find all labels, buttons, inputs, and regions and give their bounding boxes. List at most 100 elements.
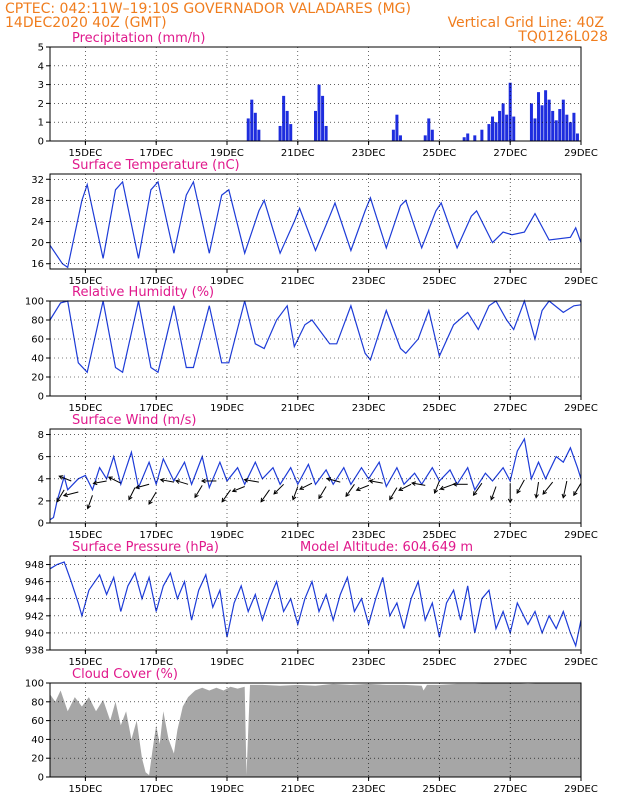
- temperature-xtick-label-1: 17DEC: [139, 276, 173, 287]
- wind-vector-33: [507, 483, 513, 504]
- precip-bar-21: [480, 129, 484, 141]
- wind-vector-1: [58, 475, 72, 482]
- temperature-xtick-label-6: 27DEC: [493, 276, 527, 287]
- wind-vector-20: [318, 486, 327, 500]
- cloud-title: Cloud Cover (%): [72, 667, 178, 682]
- humidity-frame: [49, 300, 582, 397]
- cloud-xtick-label-6: 27DEC: [493, 784, 527, 795]
- precip-bar-5: [282, 95, 286, 141]
- precip-bar-27: [505, 114, 509, 141]
- humidity-xtick-label-5: 25DEC: [423, 403, 457, 414]
- humidity-xtick-label-1: 17DEC: [139, 403, 173, 414]
- pressure-ytick-label-0: 938: [25, 646, 44, 657]
- precipitation-ytick-label-0: 0: [38, 137, 44, 148]
- cloud-xtick-label-1: 17DEC: [139, 784, 173, 795]
- precip-bar-10: [321, 95, 325, 141]
- wind-vector-9: [159, 477, 174, 483]
- wind-vector-4: [92, 480, 107, 486]
- precipitation-xtick-label-6: 27DEC: [493, 148, 527, 159]
- temperature-xtick-label-3: 21DEC: [281, 276, 315, 287]
- pressure-xtick-label-5: 25DEC: [423, 657, 457, 668]
- wind-xtick-label-1: 17DEC: [139, 530, 173, 541]
- precip-bar-30: [529, 103, 533, 141]
- precipitation-ytick-label-4: 4: [38, 61, 44, 72]
- humidity-xtick-label-7: 29DEC: [564, 403, 598, 414]
- cloud-ytick-label-5: 100: [25, 679, 44, 690]
- precipitation-xtick-label-7: 29DEC: [564, 148, 598, 159]
- wind-vector-18: [291, 486, 299, 501]
- pressure-xtick-label-4: 23DEC: [352, 657, 386, 668]
- wind-ytick-label-1: 2: [38, 496, 44, 507]
- precipitation-xtick-label-0: 15DEC: [69, 148, 103, 159]
- panel-precipitation: Precipitation (mm/h) 0 1 2 3 4 5 15DEC 17DEC 19DE…: [38, 31, 598, 159]
- wind-vector-35: [534, 482, 540, 499]
- wind-vector-14: [231, 486, 245, 493]
- precip-bar-25: [498, 110, 502, 141]
- wind-vector-22: [345, 484, 355, 498]
- wind-ytick-label-3: 6: [38, 452, 44, 463]
- wind-frame: [49, 428, 582, 524]
- precip-bar-8: [314, 110, 317, 141]
- precip-bar-38: [558, 109, 562, 141]
- humidity-xtick-label-2: 19DEC: [210, 403, 244, 414]
- wind-vector-19: [299, 482, 313, 490]
- precip-bar-4: [278, 125, 282, 141]
- wind-vector-8: [148, 491, 157, 505]
- humidity-xtick-label-4: 23DEC: [352, 403, 386, 414]
- precip-bar-40: [565, 114, 569, 141]
- wind-vector-12: [200, 478, 217, 484]
- wind-vector-11: [194, 485, 203, 499]
- cloud-frame: [49, 682, 582, 778]
- humidity-title: Relative Humidity (%): [72, 285, 214, 300]
- wind-vector-28: [433, 480, 440, 494]
- wind-xtick-label-2: 19DEC: [210, 530, 244, 541]
- precip-bar-13: [395, 114, 399, 141]
- precip-bar-14: [398, 135, 402, 141]
- cloud-xtick-label-0: 15DEC: [69, 784, 103, 795]
- pressure-series-line: [49, 561, 582, 648]
- temperature-title: Surface Temperature (nC): [72, 158, 240, 173]
- temperature-series-line: [49, 180, 582, 269]
- pressure-ytick-label-2: 942: [25, 611, 44, 622]
- temperature-ytick-label-4: 32: [31, 175, 44, 186]
- header-grid-line-note: Vertical Grid Line: 40Z: [447, 15, 604, 31]
- wind-xtick-label-0: 15DEC: [69, 530, 103, 541]
- precipitation-xtick-label-3: 21DEC: [281, 148, 315, 159]
- precip-bar-34: [544, 90, 548, 141]
- wind-vector-6: [128, 487, 136, 501]
- precip-bar-6: [285, 110, 289, 141]
- wind-vector-5: [107, 476, 122, 484]
- temperature-ytick-label-1: 20: [31, 238, 44, 249]
- panel-wind: Surface Wind (m/s) 0 2 4 6 8 15DEC 17DEC 19DEC 21…: [38, 413, 598, 541]
- precip-bar-23: [491, 116, 494, 141]
- wind-vector-37: [561, 480, 568, 499]
- precip-bar-22: [487, 124, 491, 141]
- wind-xtick-label-6: 27DEC: [493, 530, 527, 541]
- precip-bar-20: [473, 135, 477, 141]
- temperature-xtick-label-5: 25DEC: [423, 276, 457, 287]
- wind-xtick-label-4: 23DEC: [352, 530, 386, 541]
- wind-vector-24: [368, 479, 383, 484]
- pressure-xtick-label-2: 19DEC: [210, 657, 244, 668]
- precip-bar-31: [533, 118, 537, 141]
- cloud-xtick-label-2: 19DEC: [210, 784, 244, 795]
- precip-bar-16: [427, 118, 431, 141]
- pressure-frame: [49, 555, 582, 651]
- precipitation-xtick-label-5: 25DEC: [423, 148, 457, 159]
- precip-bar-42: [572, 112, 576, 141]
- pressure-ytick-label-4: 946: [25, 577, 44, 588]
- cloud-ytick-label-4: 80: [31, 697, 44, 708]
- wind-xtick-label-5: 25DEC: [423, 530, 457, 541]
- precip-bar-41: [568, 122, 572, 141]
- panel-pressure: Surface Pressure (hPa) Model Altitude: 60…: [25, 540, 598, 668]
- cloud-xtick-label-3: 21DEC: [281, 784, 315, 795]
- cloud-ytick-label-2: 40: [31, 735, 44, 746]
- precip-bar-18: [462, 137, 466, 141]
- wind-vector-31: [472, 482, 483, 497]
- wind-vector-34: [516, 479, 525, 494]
- cloud-xtick-label-7: 29DEC: [564, 784, 598, 795]
- temperature-ytick-label-0: 16: [31, 259, 44, 270]
- wind-vector-36: [542, 481, 554, 495]
- wind-vector-3: [86, 495, 93, 510]
